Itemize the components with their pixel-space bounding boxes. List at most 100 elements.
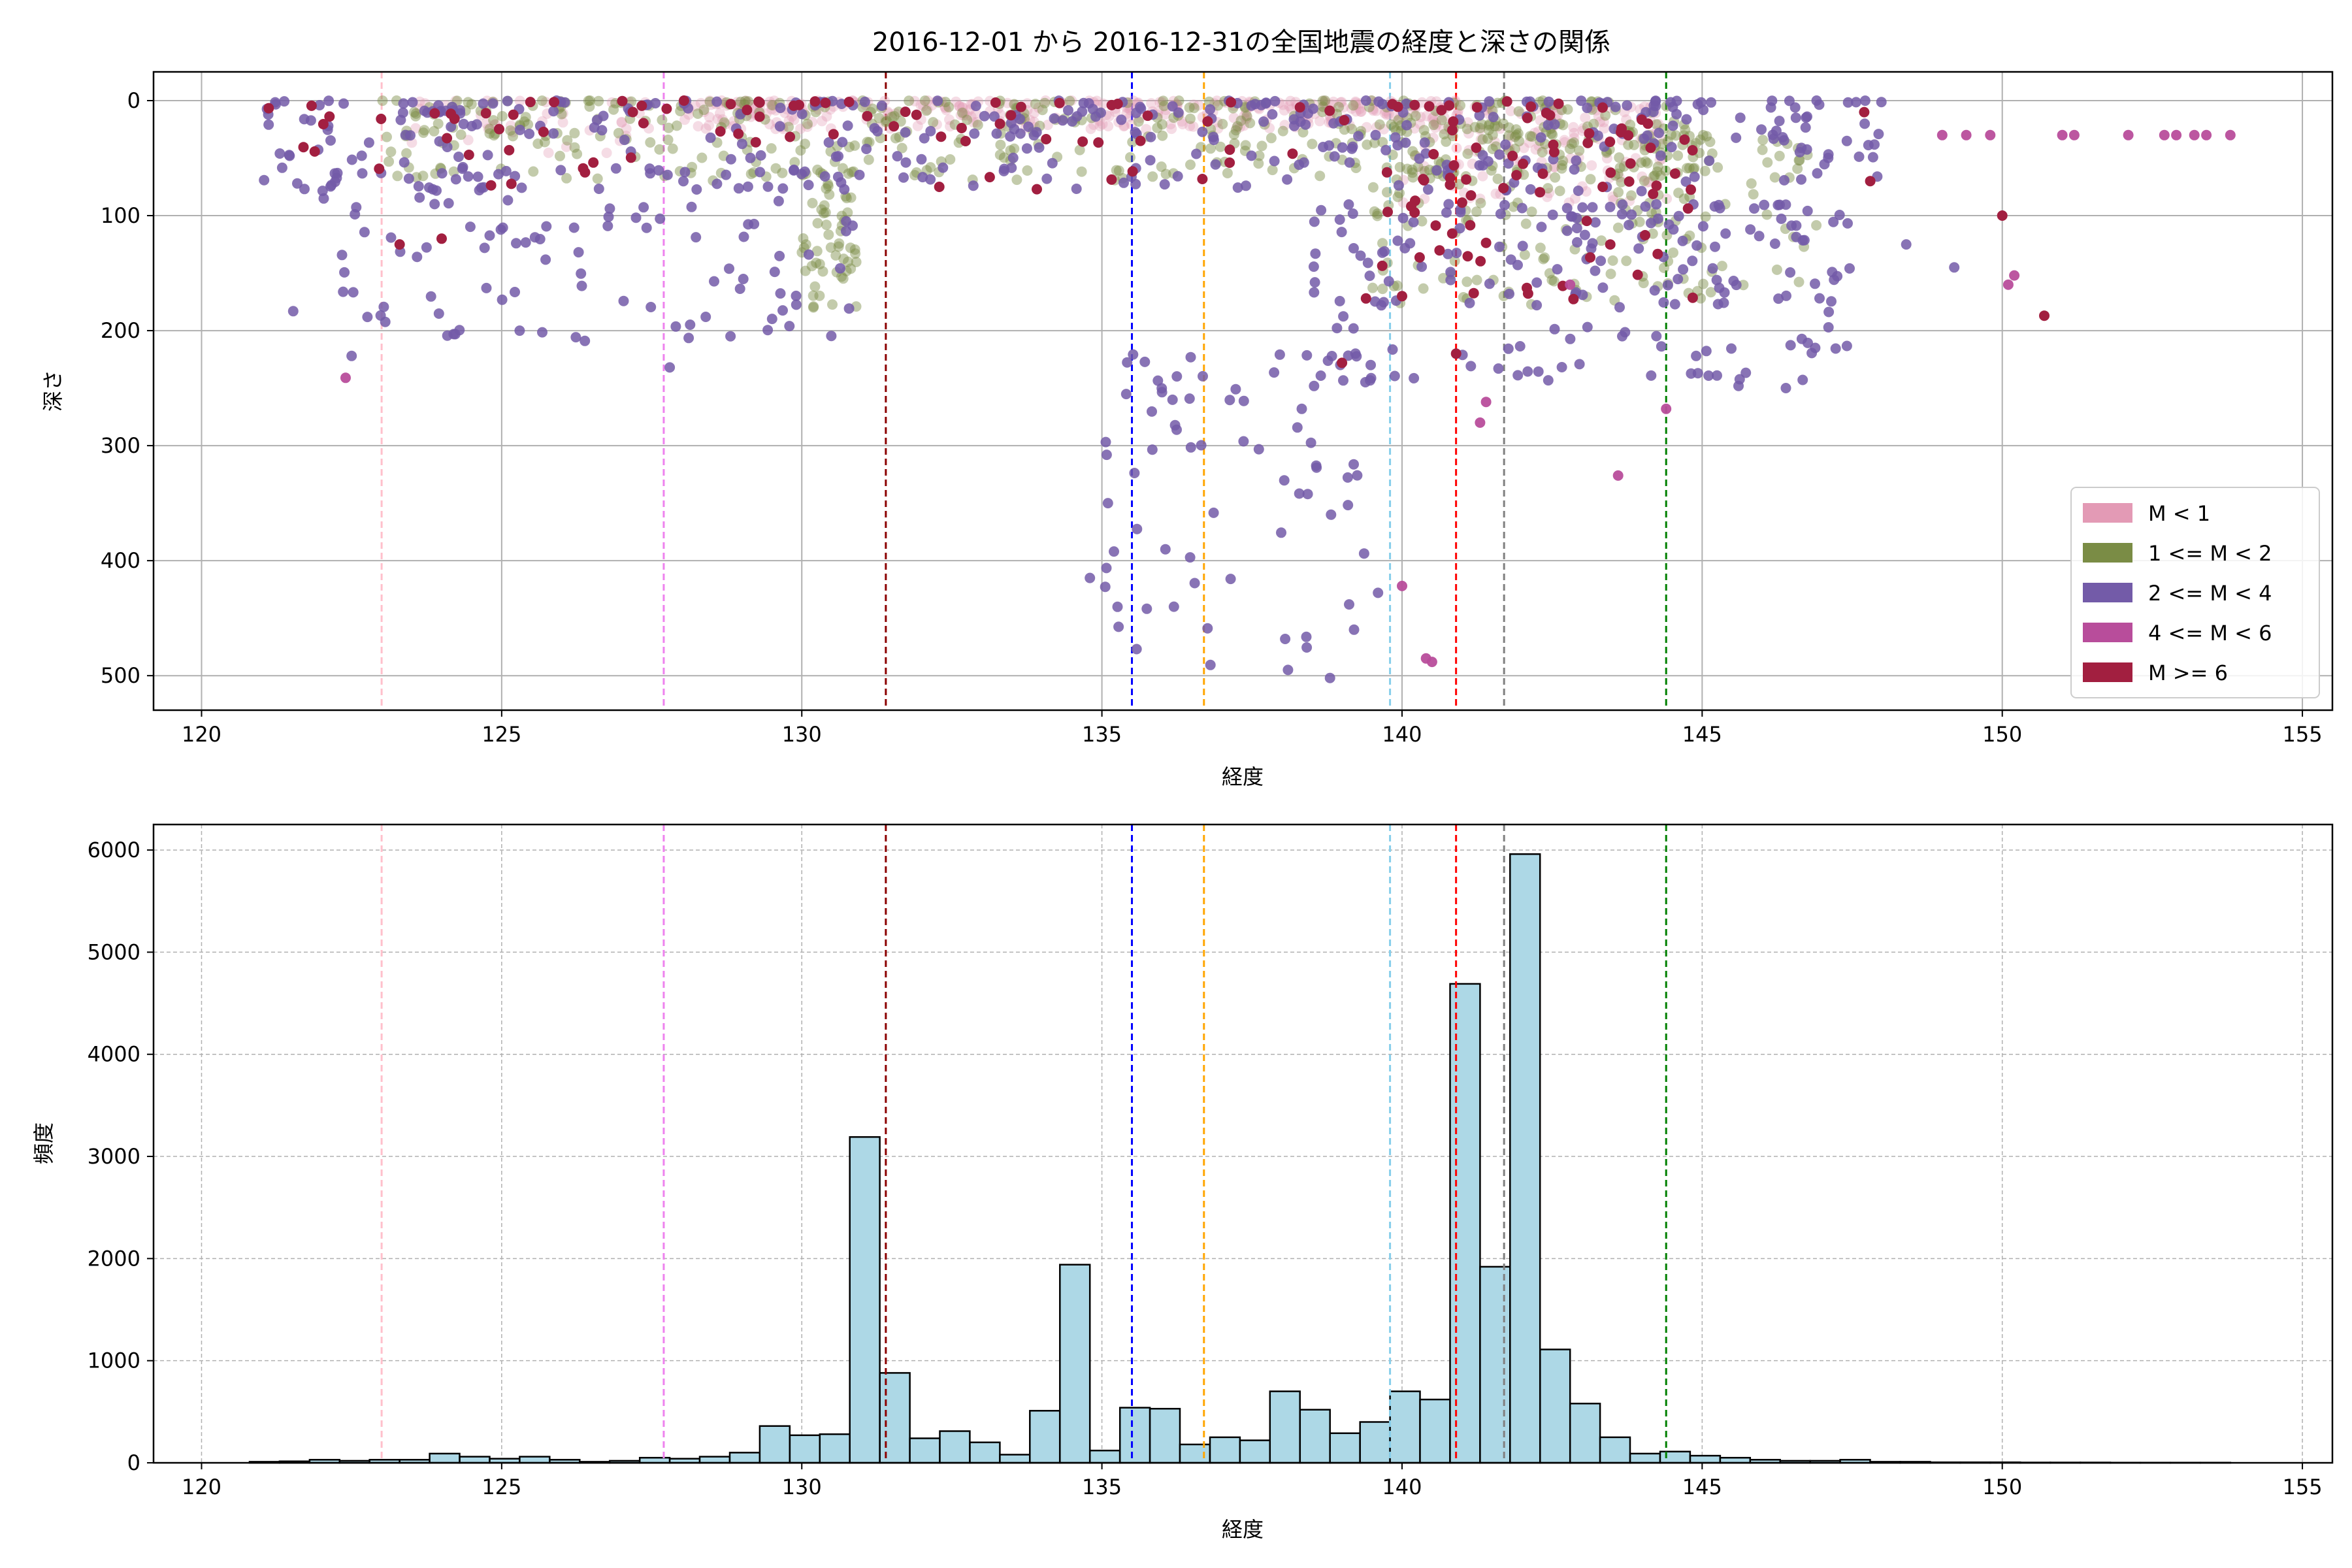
scatter-point [1286,104,1297,115]
scatter-point [413,181,424,192]
scatter-point [1189,578,1200,589]
scatter-point [1360,293,1371,304]
scatter-point [1453,105,1463,116]
scatter-y-tick-label: 400 [101,548,140,573]
scatter-point [1279,120,1290,131]
scatter-point [1526,206,1537,218]
scatter-point [798,233,809,244]
scatter-point [814,259,825,270]
scatter-point [2159,129,2170,140]
scatter-point [1352,470,1363,481]
scatter-point [1463,128,1474,139]
scatter-point [1205,143,1216,154]
scatter-point [532,139,544,149]
scatter-point [837,137,848,148]
scatter-point [838,163,848,174]
scatter-point [497,110,508,122]
legend-label: 1 <= M < 2 [2148,541,2272,566]
scatter-point [1661,193,1673,204]
scatter-point [1559,135,1570,146]
scatter-point [1625,190,1637,201]
scatter-point [1152,122,1163,133]
scatter-y-tick-label: 500 [101,663,140,688]
scatter-point [1040,95,1051,106]
scatter-point [1333,101,1345,112]
scatter-point [1344,157,1355,168]
scatter-point [1031,127,1042,138]
scatter-point [1308,261,1319,272]
scatter-point [478,98,489,109]
scatter-point [794,99,804,110]
scatter-point [1318,95,1330,106]
scatter-point [704,120,715,131]
scatter-point [843,303,855,314]
scatter-point [621,123,632,135]
scatter-point [1781,290,1791,301]
scatter-point [457,161,468,172]
scatter-point [346,154,357,165]
scatter-point [1712,370,1722,381]
scatter-point [1581,216,1592,227]
scatter-point [1642,118,1654,129]
scatter-point [1224,157,1235,168]
scatter-point [1494,241,1505,252]
scatter-point [700,312,711,322]
histogram-bar [1209,1436,1241,1464]
scatter-point [466,99,477,110]
scatter-point [1328,96,1339,107]
scatter-point [1141,603,1152,614]
histogram-panel: 120 125 130 135 140 145 150 155 0 1000 2000 3000 40… [31,823,2334,1542]
scatter-point [1462,251,1473,262]
scatter-point [1451,248,1462,259]
scatter-point [1610,101,1621,112]
scatter-point [1598,116,1609,127]
scatter-point [705,132,716,143]
scatter-point [568,222,580,233]
scatter-point [1799,235,1810,246]
scatter-point [679,114,690,125]
scatter-point [811,257,822,269]
scatter-point [1431,165,1443,176]
scatter-point [789,165,799,176]
scatter-point [1307,139,1318,150]
scatter-point [1595,255,1607,267]
scatter-point [1638,278,1649,289]
scatter-point [869,123,880,134]
scatter-point [1612,222,1624,233]
scatter-point [357,168,368,179]
scatter-point [1746,178,1757,189]
scatter-point [1337,142,1348,153]
scatter-point [1371,122,1382,133]
scatter-point [1652,166,1663,177]
scatter-point [1185,351,1196,363]
scatter-point [667,143,678,154]
scatter-point [1873,129,1884,140]
scatter-point [1588,118,1599,129]
scatter-point [1130,127,1141,138]
scatter-point [745,169,757,180]
scatter-point [1876,97,1887,108]
scatter-point [1614,162,1625,173]
scatter-point [1287,148,1298,159]
scatter-point [1324,105,1335,116]
scatter-point [1571,223,1582,234]
scatter-point [808,301,819,312]
histogram-x-tick-label: 135 [1082,1475,1122,1499]
scatter-point [442,142,453,152]
scatter-point [1428,112,1439,123]
scatter-point [1520,218,1531,229]
scatter-point [968,117,979,128]
scatter-point [1695,134,1706,145]
scatter-point [954,101,965,112]
scatter-point [1397,580,1407,591]
scatter-point [1601,153,1612,164]
scatter-point [972,117,982,128]
scatter-point [775,288,786,299]
scatter-point [1388,110,1399,122]
scatter-point [1592,130,1603,141]
scatter-point [1228,112,1239,123]
scatter-point [397,107,408,118]
scatter-point [1714,203,1725,214]
scatter-point [1419,193,1430,204]
